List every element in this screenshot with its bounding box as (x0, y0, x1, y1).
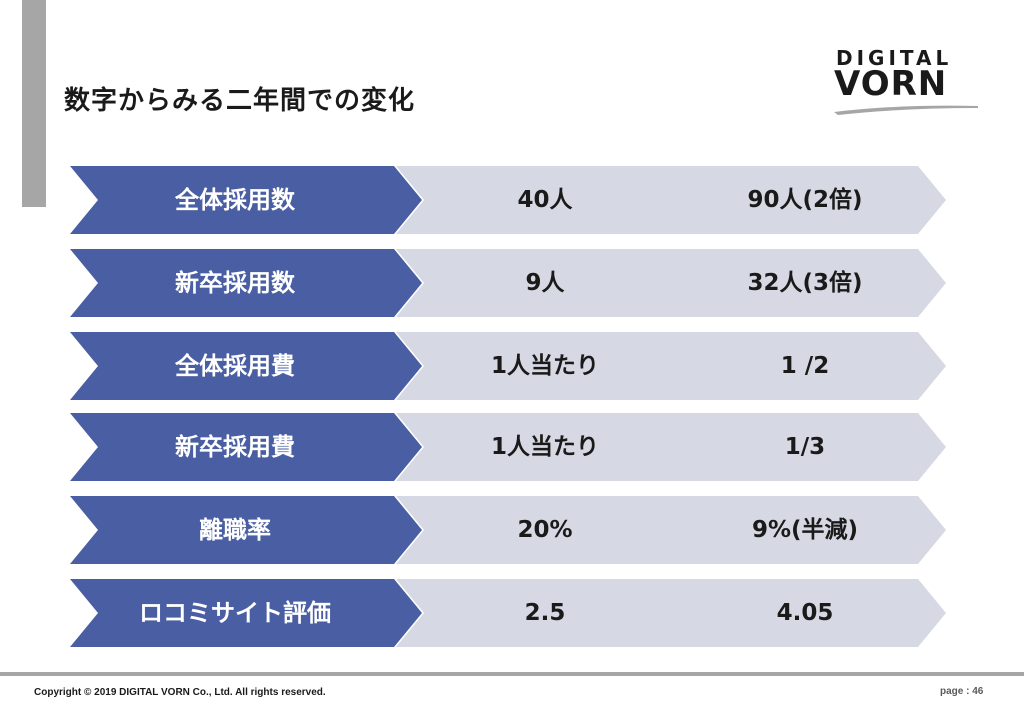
after-label: 9%(半減) (751, 517, 859, 543)
after-label: 1/3 (784, 434, 826, 460)
logo-text-top: DIGITAL (836, 46, 953, 70)
before-label: 40人 (517, 187, 573, 213)
after-label: 1 /2 (780, 353, 830, 379)
metric-label: 全体採用費 (175, 352, 295, 380)
after-arrow (664, 249, 946, 317)
before-label: 2.5 (524, 600, 566, 626)
before-arrow (396, 249, 696, 317)
table-row: ロコミサイト評価 2.5 4.05 (0, 579, 1024, 647)
after-arrow (664, 413, 946, 481)
table-row: 全体採用数 40人 90人(2倍) (0, 166, 1024, 234)
before-label: 9人 (525, 270, 565, 296)
title-accent-bar (22, 0, 46, 207)
table-row: 離職率 20% 9%(半減) (0, 496, 1024, 564)
metric-arrow (70, 166, 422, 234)
before-label: 20% (517, 517, 573, 543)
copyright-text: Copyright © 2019 DIGITAL VORN Co., Ltd. … (34, 687, 326, 698)
after-label: 4.05 (776, 600, 834, 626)
after-label: 90人(2倍) (747, 187, 863, 213)
comparison-table: 全体採用数 40人 90人(2倍) 新卒採用数 9人 32人(3倍) 全体採用費 1人当たり 1… (0, 166, 1024, 647)
metric-arrow (70, 332, 422, 400)
before-arrow (396, 332, 696, 400)
metric-arrow (70, 413, 422, 481)
metric-label: 離職率 (199, 516, 271, 544)
before-arrow (396, 413, 696, 481)
before-label: 1人当たり (490, 434, 599, 460)
metric-label: 新卒採用費 (175, 433, 295, 461)
after-arrow (664, 579, 946, 647)
table-row: 新卒採用費 1人当たり 1/3 (0, 413, 1024, 481)
digital-vorn-logo: DIGITAL VORN (832, 46, 982, 120)
metric-arrow (70, 249, 422, 317)
metric-label: 新卒採用数 (175, 269, 295, 297)
before-label: 1人当たり (490, 353, 599, 379)
metric-arrow (70, 579, 422, 647)
before-arrow (396, 496, 696, 564)
metric-label: ロコミサイト評価 (139, 599, 331, 627)
after-arrow (664, 332, 946, 400)
after-arrow (664, 496, 946, 564)
slide-title: 数字からみる二年間での変化 (64, 86, 416, 116)
after-arrow (664, 166, 946, 234)
logo-swoosh-icon (834, 105, 978, 115)
before-arrow (396, 579, 696, 647)
metric-arrow (70, 496, 422, 564)
before-arrow (396, 166, 696, 234)
table-row: 全体採用費 1人当たり 1 /2 (0, 332, 1024, 400)
logo-text-bottom: VORN (834, 64, 948, 104)
footer-divider (0, 672, 1024, 676)
table-row: 新卒採用数 9人 32人(3倍) (0, 249, 1024, 317)
after-label: 32人(3倍) (747, 270, 863, 296)
page-number: page : 46 (940, 686, 984, 697)
metric-label: 全体採用数 (175, 186, 295, 214)
